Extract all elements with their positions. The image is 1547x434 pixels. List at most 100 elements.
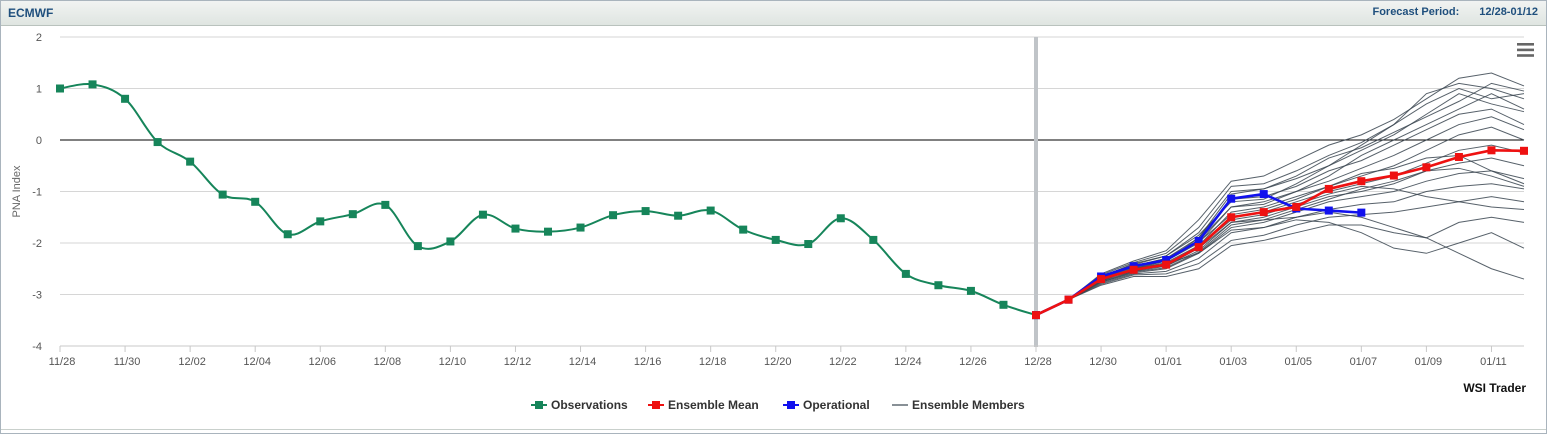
x-tick-label: 01/03 [1219,356,1247,368]
x-tick-label: 11/28 [49,356,76,368]
ensemble-member-line [1035,185,1525,316]
ensemble-mean-point [1292,202,1301,211]
operational-point [1227,194,1236,203]
ensemble-mean-point [1520,146,1528,155]
observation-point [836,214,845,223]
ensemble-mean-point [1487,146,1496,155]
x-tick-label: 12/20 [764,356,792,368]
credit-label: WSI Trader [1463,381,1526,395]
x-tick-label: 01/07 [1350,356,1378,368]
legend-item[interactable]: Ensemble Members [892,398,1025,412]
panel-bottom-border [1,429,1546,430]
observation-point [218,190,227,199]
legend-item[interactable]: Operational [783,398,870,412]
x-tick-label: 12/06 [309,356,337,368]
observation-point [153,138,162,147]
y-tick-label: 0 [36,135,42,147]
y-axis-ticks: 2 1 0 -1 -2 -3 -4 [32,32,42,353]
observation-point [544,227,552,236]
observation-point [934,281,943,290]
x-tick-label: 12/30 [1089,356,1117,368]
ensemble-mean-point [1194,243,1203,252]
x-tick-label: 12/08 [374,356,402,368]
ensemble-member-line [1035,196,1525,316]
observation-point [283,230,292,239]
x-tick-label: 01/09 [1415,356,1443,368]
x-tick-label: 01/05 [1285,356,1313,368]
forecast-period: Forecast Period: 12/28-01/12 [1372,6,1538,18]
forecast-period-label: Forecast Period: [1372,6,1460,18]
x-tick-label: 12/04 [243,356,271,368]
ensemble-mean-point [1259,208,1268,217]
ensemble-member-line [1035,154,1525,316]
ensemble-mean-point [1454,152,1463,161]
x-tick-label: 12/14 [569,356,597,368]
legend-label: Ensemble Mean [668,398,759,412]
ensemble-member-line [1035,211,1525,316]
y-tick-label: -3 [32,290,42,302]
legend-marker [787,401,795,409]
ensemble-mean-point [1422,163,1431,172]
x-tick-label: 12/28 [1024,356,1052,368]
operational-point [1162,255,1171,264]
operational-point [1194,236,1203,245]
legend-marker [652,401,660,409]
x-tick-label: 12/12 [504,356,532,368]
operational-point [1259,190,1268,199]
observation-point [121,94,130,103]
panel-header: ECMWF Forecast Period: 12/28-01/12 [1,1,1546,26]
x-axis-ticks: 11/28 11/30 12/02 12/04 12/06 12/08 12/10 12/12… [49,345,1524,368]
observation-point [609,211,618,220]
x-tick-label: 12/16 [634,356,662,368]
legend-item[interactable]: Ensemble Mean [648,398,759,412]
x-tick-label: 12/24 [894,356,922,368]
observation-line [59,83,1037,317]
x-tick-label: 12/10 [439,356,467,368]
legend-label: Operational [803,398,870,412]
observations-series [56,80,1040,320]
observation-point [804,240,813,249]
operational-series [1032,190,1366,320]
operational-point [1324,206,1333,215]
observation-point [999,300,1008,309]
y-tick-label: 2 [36,32,42,44]
ensemble-mean-point [1064,295,1073,304]
hamburger-menu-icon[interactable] [1512,40,1538,62]
observation-point [869,235,878,244]
ensemble-member-line [1035,82,1525,316]
ensemble-mean-point [1324,184,1333,193]
observation-point [706,206,715,215]
legend-label: Observations [551,398,628,412]
observation-point [316,217,325,226]
y-tick-label: -1 [32,187,42,199]
legend-item[interactable]: Observations [531,398,628,412]
observation-point [901,269,910,278]
y-tick-label: 1 [36,84,42,96]
ensemble-member-line [1035,183,1525,316]
observation-point [739,225,748,234]
ensemble-members-series [1035,72,1525,316]
ensemble-member-line [1035,216,1525,316]
observation-point [641,207,650,216]
ensemble-member-line [1035,126,1525,316]
observation-point [771,235,780,244]
ensemble-mean-point [1162,260,1171,269]
observation-point [576,223,585,232]
observation-point [511,224,520,233]
forecast-period-value: 12/28-01/12 [1479,6,1538,18]
ensemble-member-line [1035,219,1525,316]
observation-point [413,242,422,251]
ensemble-mean-point [1097,275,1106,284]
x-tick-label: 12/18 [699,356,727,368]
x-tick-label: 01/01 [1154,356,1182,368]
y-tick-label: -2 [32,238,42,250]
operational-line [1035,192,1362,317]
observation-point [478,210,487,219]
chart-legend: Observations Ensemble Mean Operational Ense… [531,398,1025,412]
model-source-label: ECMWF [8,6,54,20]
grid-lines [60,36,1524,347]
observation-point [88,80,97,89]
ensemble-mean-point [1389,171,1398,180]
